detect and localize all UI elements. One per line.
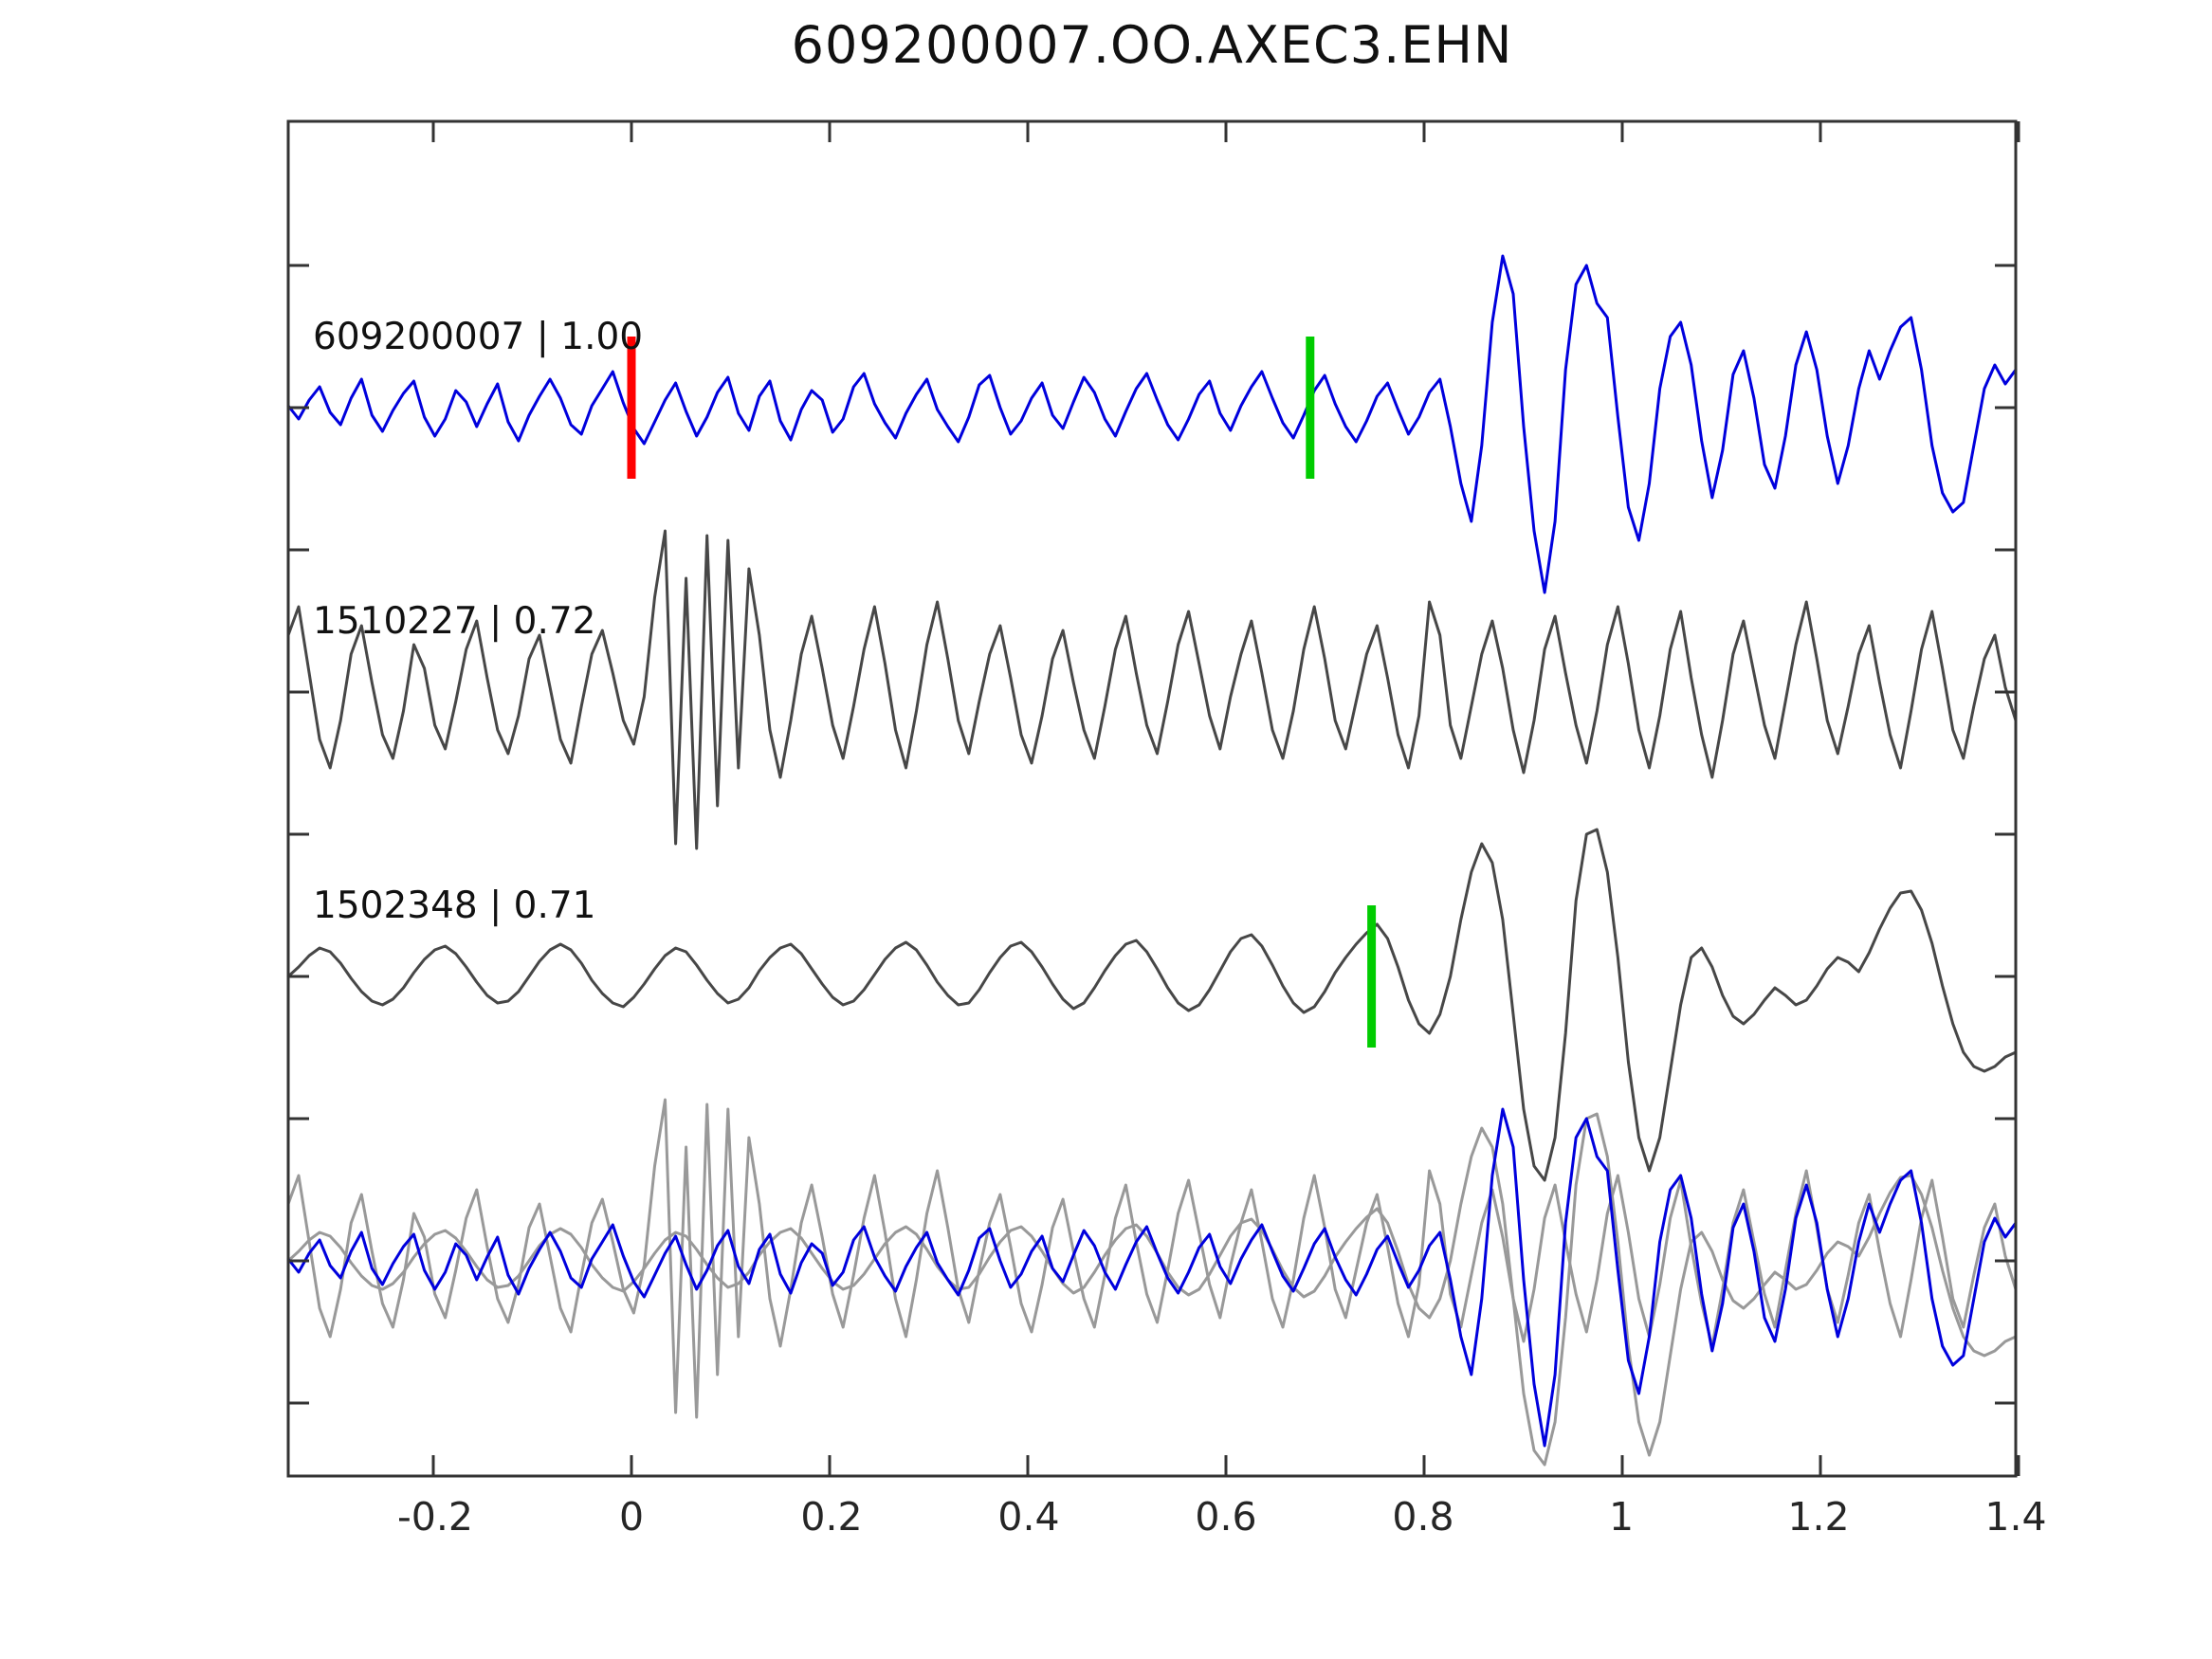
trace-label-template: 609200007 | 1.00 [313, 316, 644, 358]
plot-frame [286, 119, 2018, 1478]
overlay-waveform-1510227 [286, 1098, 2018, 1419]
waveform-1502348 [286, 828, 2018, 1182]
x-tick-label: 1.4 [1984, 1494, 2047, 1540]
overlay-waveform-609200007 [286, 1107, 2018, 1448]
x-tick-label: 1 [1608, 1494, 1635, 1540]
x-tick-label: 0.4 [997, 1494, 1060, 1540]
detection-pick-marker [1306, 337, 1315, 479]
x-tick-label: 0 [618, 1494, 645, 1540]
waveform-609200007 [286, 254, 2018, 594]
trace-label-detection-1: 1510227 | 0.72 [313, 600, 596, 643]
template-pick-marker [627, 337, 636, 479]
x-tick-label: 0.2 [800, 1494, 863, 1540]
trace-label-detection-2: 1502348 | 0.71 [313, 884, 596, 927]
x-tick-label: 0.8 [1392, 1494, 1454, 1540]
figure-title: 609200007.OO.AXEC3.EHN [791, 15, 1513, 75]
waveform-1510227 [286, 529, 2018, 850]
detection-pick-marker [1367, 905, 1377, 1048]
overlay-waveform-1502348 [286, 1112, 2018, 1467]
x-tick-label: 0.6 [1195, 1494, 1257, 1540]
x-tick-label: 1.2 [1787, 1494, 1850, 1540]
x-tick-label: -0.2 [397, 1494, 473, 1540]
